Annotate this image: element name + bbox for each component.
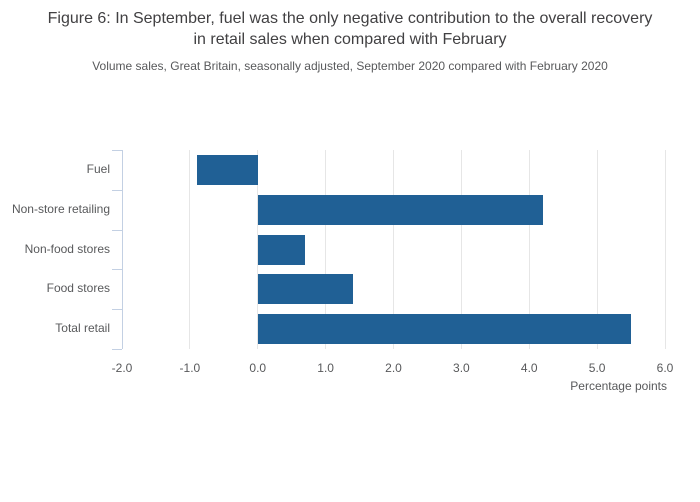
y-axis-tick	[112, 309, 122, 311]
x-tick-label: -2.0	[111, 361, 133, 375]
y-axis-tick	[112, 349, 122, 350]
category-label: Total retail	[55, 321, 110, 336]
x-tick-label: 1.0	[317, 361, 334, 375]
y-axis-tick	[112, 229, 122, 231]
bar	[257, 194, 543, 225]
gridline	[460, 150, 462, 349]
gridline	[528, 150, 530, 349]
y-axis-tick	[112, 269, 122, 271]
bar	[257, 274, 353, 305]
chart-subtitle: Volume sales, Great Britain, seasonally …	[92, 59, 608, 73]
gridline	[393, 150, 394, 349]
gridline	[325, 150, 327, 349]
x-tick-label: 2.0	[385, 361, 402, 375]
y-axis-tick	[112, 150, 122, 151]
x-tick-label: 5.0	[588, 361, 606, 375]
bar	[257, 234, 306, 265]
chart-title: Figure 6: In September, fuel was the onl…	[47, 10, 653, 48]
x-tick-label: -1.0	[179, 361, 201, 375]
category-label: Food stores	[46, 281, 110, 296]
y-axis-tick	[112, 189, 122, 191]
x-axis-title: Percentage points	[570, 379, 667, 393]
category-label: Non-store retailing	[11, 201, 110, 216]
y-axis-line	[122, 150, 123, 349]
x-tick-label: 4.0	[520, 361, 538, 375]
category-label: Fuel	[86, 162, 110, 176]
bar	[257, 314, 632, 345]
gridline	[664, 150, 666, 349]
gridline	[189, 150, 191, 349]
x-tick-label: 3.0	[453, 361, 470, 375]
x-tick-label: 0.0	[249, 361, 267, 375]
x-tick-label: 6.0	[656, 361, 674, 375]
gridline	[596, 150, 598, 349]
category-label: Non-food stores	[24, 241, 110, 256]
bar	[196, 154, 258, 185]
